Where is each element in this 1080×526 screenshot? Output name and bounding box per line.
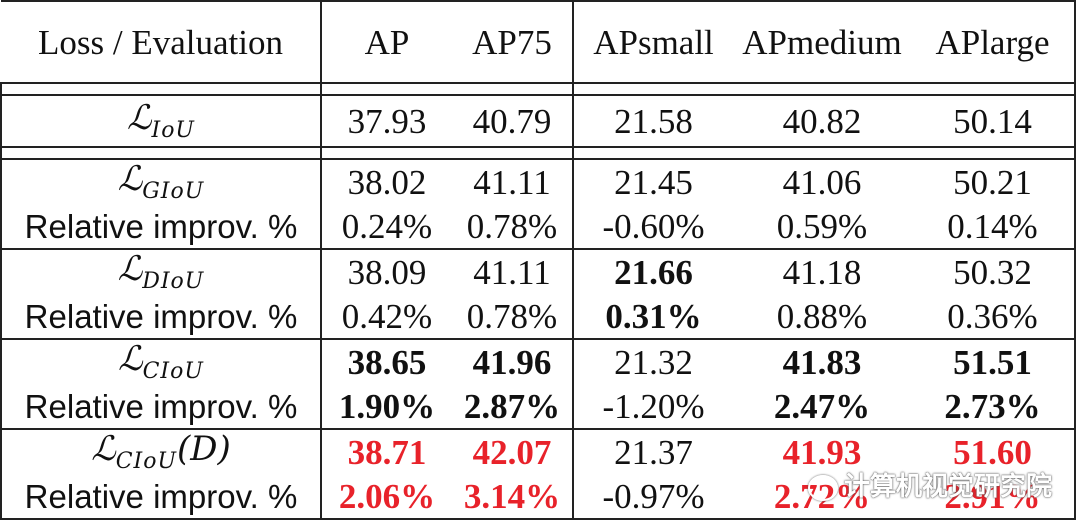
row-ciou-d-improv: Relative improv. % 2.06% 3.14% -0.97% 2.…	[0, 474, 1076, 520]
value-cell: 41.11	[452, 158, 574, 204]
row-label: Relative improv. %	[0, 384, 322, 429]
value-cell: -0.97%	[573, 474, 733, 520]
header-aplarge: APlarge	[911, 0, 1076, 83]
value-cell: 0.78%	[452, 204, 574, 249]
value-cell-bold: 2.73%	[911, 384, 1076, 429]
value-cell-highlight: 38.71	[321, 428, 452, 474]
double-rule	[0, 82, 1076, 96]
value-cell: 0.42%	[341, 296, 433, 336]
value-cell-highlight: 42.07	[452, 428, 574, 474]
value-cell-bold: 0.31%	[605, 296, 702, 336]
loss-symbol: ℒ	[127, 97, 152, 138]
value-cell: 21.45	[573, 158, 733, 204]
loss-cell-ciou-d: ℒCIoU(D)	[0, 428, 322, 474]
loss-symbol: ℒ	[118, 338, 143, 379]
header-ap75: AP75	[452, 0, 574, 83]
value-cell: 40.79	[452, 94, 574, 147]
value-cell: 50.21	[911, 158, 1076, 204]
row-iou: ℒIoU 37.93 40.79 21.58 40.82 50.14	[0, 94, 1076, 147]
value-cell: -0.60%	[602, 206, 705, 246]
value-cell-highlight: 2.06%	[321, 474, 452, 520]
loss-subscript: DIoU	[142, 268, 205, 294]
value-cell-bold: 38.65	[321, 338, 452, 384]
value-cell: 37.93	[321, 94, 452, 147]
value-cell-bold: 51.51	[911, 338, 1076, 384]
value-cell-bold: 41.96	[452, 338, 574, 384]
value-cell: 0.36%	[911, 294, 1076, 339]
value-cell-bold: 2.47%	[773, 386, 871, 426]
value-cell: 41.11	[452, 248, 574, 294]
loss-subscript: CIoU	[115, 448, 177, 474]
loss-cell-giou: ℒGIoU	[0, 158, 322, 204]
header-apsmall: APsmall	[573, 0, 733, 83]
header-loss: Loss / Evaluation	[1, 0, 322, 83]
value-cell: 21.58	[573, 94, 733, 147]
value-cell-bold: 21.66	[573, 248, 733, 294]
loss-cell-diou: ℒDIoU	[0, 248, 322, 294]
wechat-icon	[808, 474, 838, 501]
value-cell: 21.37	[573, 428, 733, 474]
header-ap: AP	[321, 0, 452, 83]
loss-cell-ciou: ℒCIoU	[0, 338, 322, 384]
row-giou-improv: Relative improv. % 0.24% 0.78% -0.60% 0.…	[0, 204, 1076, 249]
row-label: Relative improv. %	[0, 474, 322, 520]
value-cell: 0.78%	[452, 294, 574, 339]
value-cell: -1.20%	[602, 386, 705, 426]
loss-subscript: CIoU	[142, 358, 204, 384]
header-row: Loss / Evaluation AP AP75 APsmall APmedi…	[1, 0, 1076, 83]
row-diou-improv: Relative improv. % 0.42% 0.78% 0.31% 0.8…	[0, 294, 1076, 339]
value-cell-bold: 2.87%	[452, 384, 574, 429]
loss-subscript: GIoU	[142, 178, 205, 204]
value-cell: 0.88%	[776, 296, 868, 336]
row-diou: ℒDIoU 38.09 41.11 21.66 41.18 50.32	[0, 248, 1076, 294]
row-giou: ℒGIoU 38.02 41.11 21.45 41.06 50.21	[0, 158, 1076, 204]
loss-cell-iou: ℒIoU	[0, 94, 322, 147]
loss-symbol: ℒ	[91, 428, 116, 469]
value-cell-highlight: 3.14%	[452, 474, 574, 520]
value-cell: 50.14	[911, 94, 1076, 147]
row-ciou: ℒCIoU 38.65 41.96 21.32 41.83 51.51	[0, 338, 1076, 384]
loss-subscript: IoU	[151, 117, 195, 143]
value-cell-highlight: 2.91%	[911, 474, 1076, 520]
header-apmedium: APmedium	[733, 0, 911, 83]
value-cell: 41.18	[733, 248, 911, 294]
double-rule	[0, 146, 1076, 160]
value-cell: 50.32	[911, 248, 1076, 294]
value-cell: 0.59%	[776, 206, 868, 246]
value-cell: 38.09	[321, 248, 452, 294]
value-cell: 40.82	[733, 94, 911, 147]
watermark-text: 计算机视觉研究院	[844, 472, 1053, 502]
row-label: Relative improv. %	[0, 294, 322, 339]
value-cell: 0.24%	[341, 206, 433, 246]
value-cell-highlight: 41.93	[733, 428, 911, 474]
loss-symbol: ℒ	[117, 158, 143, 199]
value-cell-bold: 41.83	[733, 338, 911, 384]
loss-symbol: ℒ	[117, 248, 143, 289]
row-label: Relative improv. %	[0, 204, 322, 249]
row-ciou-d: ℒCIoU(D) 38.71 42.07 21.37 41.93 51.60	[0, 428, 1076, 474]
value-cell-highlight: 51.60	[911, 428, 1076, 474]
row-ciou-improv: Relative improv. % 1.90% 2.87% -1.20% 2.…	[0, 384, 1076, 429]
value-cell: 0.14%	[911, 204, 1076, 249]
value-cell: 38.02	[321, 158, 452, 204]
value-cell: 41.06	[733, 158, 911, 204]
value-cell-bold: 1.90%	[338, 386, 436, 426]
watermark: 计算机视觉研究院	[808, 466, 1052, 503]
loss-suffix: (D)	[177, 428, 231, 469]
value-cell: 21.32	[573, 338, 733, 384]
